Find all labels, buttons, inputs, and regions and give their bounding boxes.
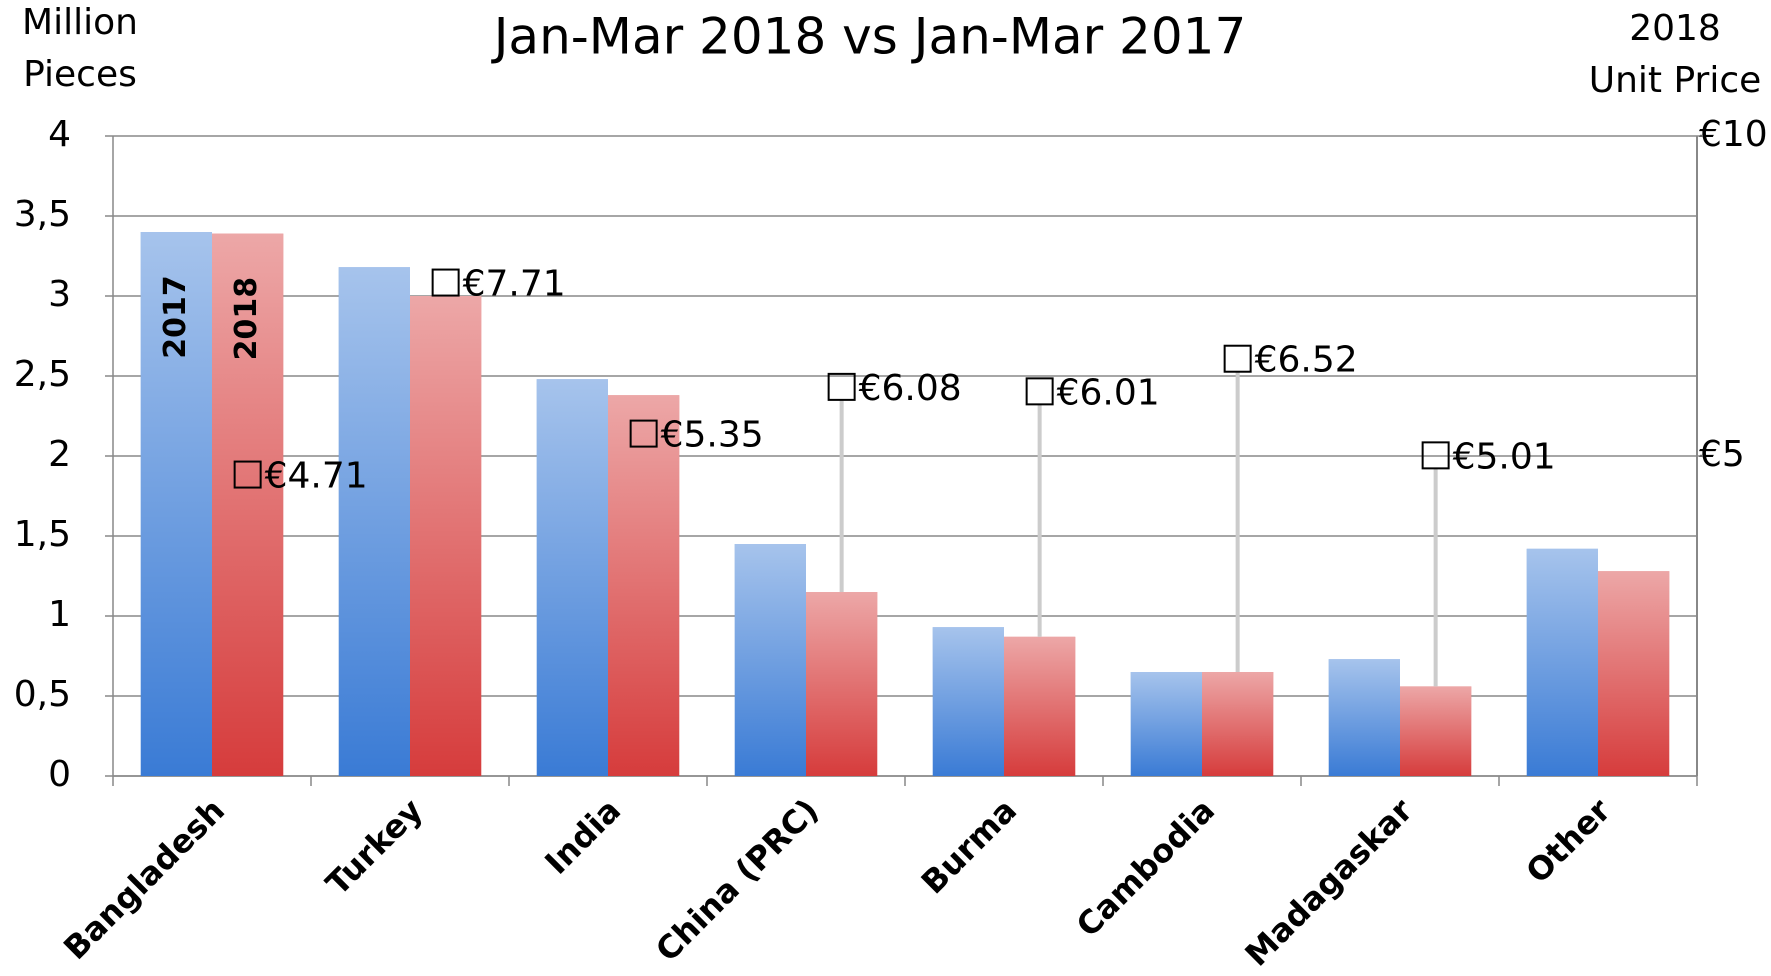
y-tick-label: 3,5 (14, 194, 71, 235)
y-tick-label: 1,5 (14, 514, 71, 555)
bar-shade (536, 379, 608, 776)
x-tick-label: India (537, 791, 628, 882)
y-axis-title: Million (22, 2, 138, 43)
price-label: €4.71 (265, 456, 368, 497)
bar-shade (212, 233, 284, 777)
chart-title: Jan-Mar 2018 vs Jan-Mar 2017 (491, 8, 1247, 66)
bar-shade (608, 395, 680, 776)
bar-shade (1328, 659, 1400, 776)
x-tick-label: Turkey (318, 791, 430, 903)
price-marker (629, 419, 658, 448)
price-marker (431, 268, 460, 297)
y2-axis-title: Unit Price (1589, 60, 1762, 101)
x-tick-label: Burma (914, 791, 1024, 901)
bar-shade (338, 267, 410, 776)
legend-label: 2017 (158, 275, 193, 359)
price-label: €6.01 (1057, 372, 1160, 413)
price-marker (1223, 344, 1252, 373)
y-tick-label: 2 (48, 434, 71, 475)
x-tick-label: Madagaskar (1237, 791, 1420, 974)
x-tick-label: Other (1518, 791, 1618, 891)
price-label: €6.52 (1255, 340, 1358, 381)
y-tick-label: 0,5 (14, 674, 71, 715)
bar-shade (1598, 571, 1670, 776)
y-tick-label: 3 (48, 274, 71, 315)
bar-shade (932, 627, 1004, 776)
y-tick-label: 0 (48, 754, 71, 795)
price-label: €7.71 (463, 264, 566, 305)
bar-shade (1130, 672, 1202, 776)
price-label: €6.08 (859, 368, 962, 409)
bar-shade (734, 544, 806, 776)
price-marker (1421, 441, 1450, 470)
bar-shade (1004, 636, 1076, 776)
x-tick-label: Cambodia (1069, 791, 1222, 944)
price-marker (233, 460, 262, 489)
price-label: €5.01 (1453, 436, 1556, 477)
x-tick-label: Bangladesh (56, 791, 232, 967)
y2-tick-label: €5 (1699, 434, 1745, 475)
y2-tick-label: €10 (1699, 114, 1768, 155)
bar-shade (1202, 672, 1274, 776)
bar-shade (140, 232, 212, 776)
bar-shade (806, 592, 878, 776)
y-axis-title: Pieces (23, 54, 137, 95)
price-label: €5.35 (661, 415, 764, 456)
price-marker (827, 372, 856, 401)
y-tick-label: 4 (48, 114, 71, 155)
y2-axis-title: 2018 (1629, 8, 1721, 49)
y-tick-label: 1 (48, 594, 71, 635)
x-tick-label: China (PRC) (648, 791, 826, 969)
bar-shade (1526, 548, 1598, 776)
price-marker (1025, 377, 1054, 406)
y-tick-label: 2,5 (14, 354, 71, 395)
bar-shade (1400, 686, 1472, 776)
legend-label: 2018 (229, 277, 264, 361)
bar-shade (410, 296, 482, 776)
